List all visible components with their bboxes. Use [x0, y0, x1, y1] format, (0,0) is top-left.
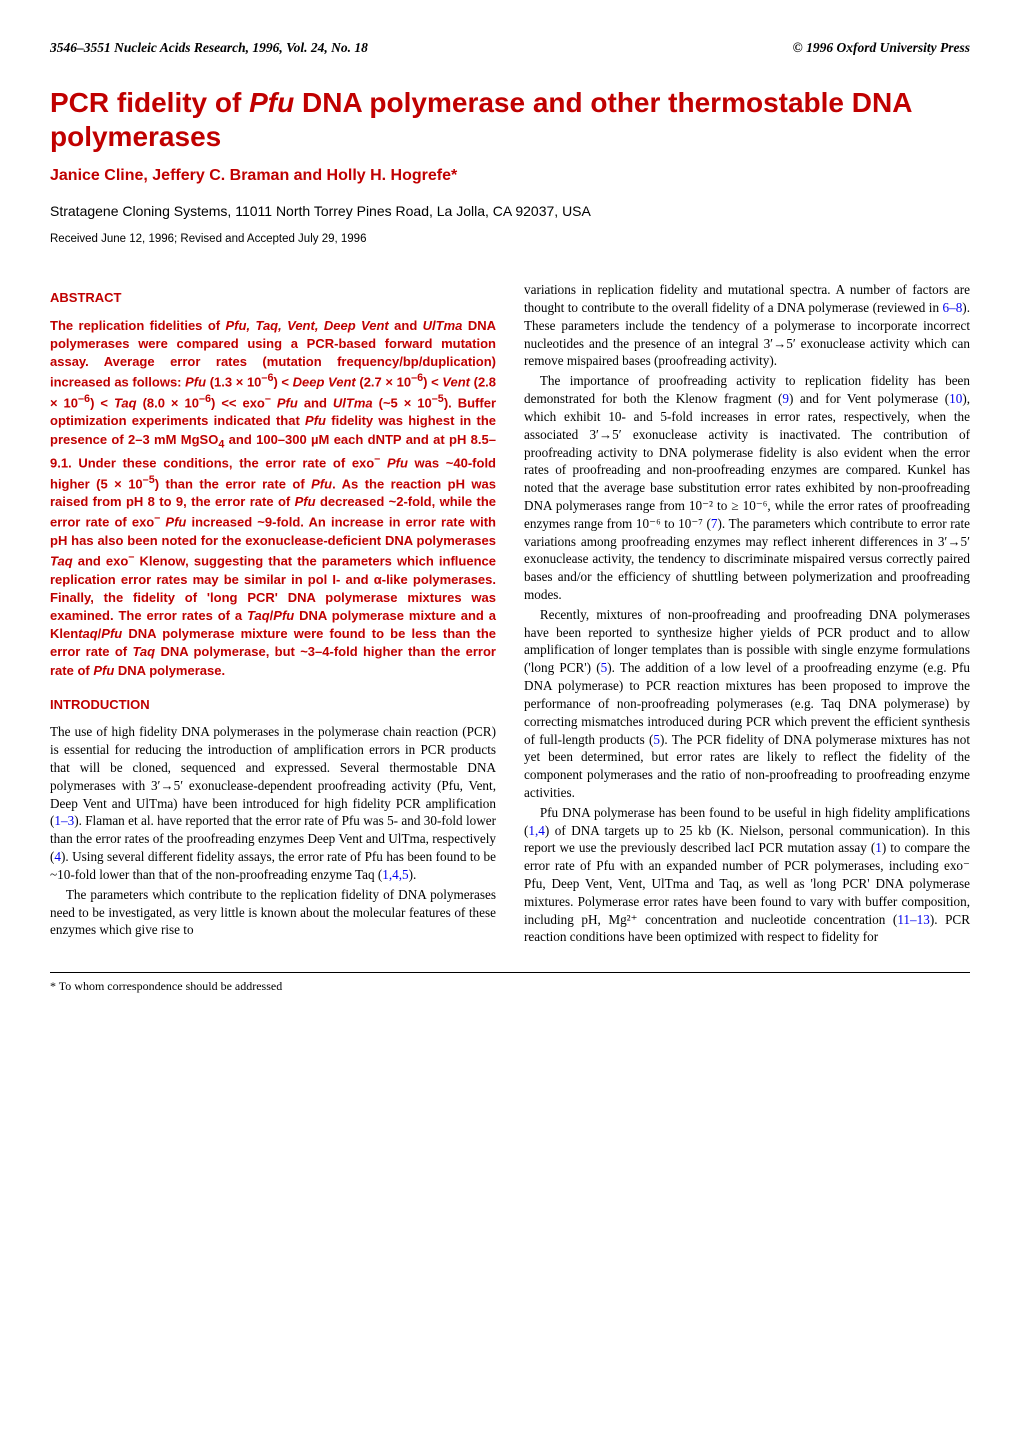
citation-link[interactable]: 5	[653, 732, 660, 747]
header-left: 3546–3551 Nucleic Acids Research, 1996, …	[50, 40, 368, 56]
citation-link[interactable]: 6–8	[943, 300, 963, 315]
citation-link[interactable]: 7	[711, 516, 718, 531]
introduction-heading: INTRODUCTION	[50, 696, 496, 714]
left-column: ABSTRACT The replication fidelities of P…	[50, 281, 496, 948]
intro-paragraph-2: The parameters which contribute to the r…	[50, 886, 496, 939]
citation-link[interactable]: 1–3	[54, 813, 74, 828]
abstract-heading: ABSTRACT	[50, 289, 496, 307]
body-text: ), which exhibit 10- and 5-fold increase…	[524, 391, 970, 531]
citation-link[interactable]: 10	[949, 391, 962, 406]
footer-divider	[50, 972, 970, 973]
running-header: 3546–3551 Nucleic Acids Research, 1996, …	[50, 40, 970, 56]
article-authors: Janice Cline, Jeffery C. Braman and Holl…	[50, 167, 970, 185]
abstract-text: The replication fidelities of Pfu, Taq, …	[50, 317, 496, 680]
citation-link[interactable]: 11–13	[897, 912, 929, 927]
body-text: ) and for Vent polymerase (	[789, 391, 949, 406]
body-paragraph: The importance of proofreading activity …	[524, 372, 970, 604]
citation-link[interactable]: 1,4	[528, 823, 544, 838]
article-affiliation: Stratagene Cloning Systems, 11011 North …	[50, 203, 970, 219]
right-column: variations in replication fidelity and m…	[524, 281, 970, 948]
intro-paragraph-1: The use of high fidelity DNA polymerases…	[50, 723, 496, 883]
two-column-body: ABSTRACT The replication fidelities of P…	[50, 281, 970, 948]
body-paragraph: Pfu DNA polymerase has been found to be …	[524, 804, 970, 947]
citation-link[interactable]: 9	[782, 391, 789, 406]
corresponding-author-note: * To whom correspondence should be addre…	[50, 979, 970, 994]
body-text: variations in replication fidelity and m…	[524, 282, 970, 315]
body-paragraph: variations in replication fidelity and m…	[524, 281, 970, 370]
header-right: © 1996 Oxford University Press	[793, 40, 970, 56]
body-paragraph: Recently, mixtures of non-proofreading a…	[524, 606, 970, 802]
citation-link[interactable]: 1	[875, 840, 882, 855]
citation-link[interactable]: 4	[54, 849, 61, 864]
intro-text: ). Using several different fidelity assa…	[50, 849, 496, 882]
article-received: Received June 12, 1996; Revised and Acce…	[50, 233, 970, 245]
intro-text: ).	[409, 867, 417, 882]
article-title: PCR fidelity of Pfu DNA polymerase and o…	[50, 86, 970, 153]
citation-link[interactable]: 1,4,5	[382, 867, 408, 882]
